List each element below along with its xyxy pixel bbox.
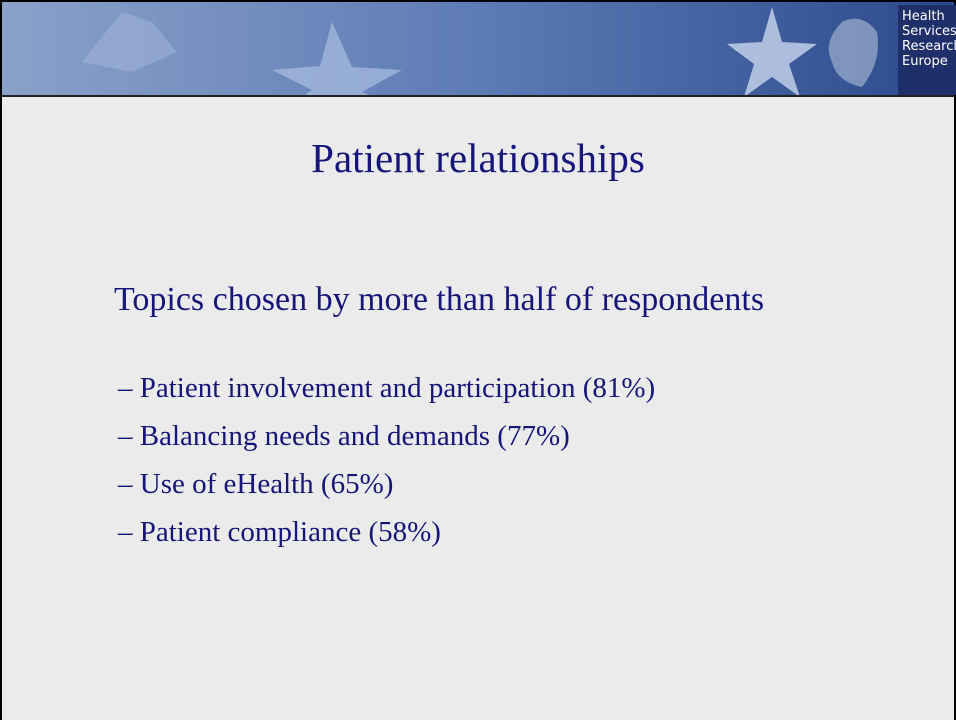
bullet-list: – Patient involvement and participation … xyxy=(118,364,655,556)
logo-line: Europe xyxy=(902,54,956,69)
bullet-item: – Balancing needs and demands (77%) xyxy=(118,412,655,460)
intro-text: Topics chosen by more than half of respo… xyxy=(114,276,774,324)
bullet-item: – Use of eHealth (65%) xyxy=(118,460,655,508)
bullet-item: – Patient compliance (58%) xyxy=(118,508,655,556)
banner xyxy=(2,2,954,97)
bullet-item: – Patient involvement and participation … xyxy=(118,364,655,412)
logo: Health Services Research Europe xyxy=(898,5,956,95)
logo-line: Services xyxy=(902,24,956,39)
slide-title: Patient relationships xyxy=(2,134,954,182)
logo-line: Health xyxy=(902,9,956,24)
slide: Health Services Research Europe Patient … xyxy=(0,0,956,720)
logo-line: Research xyxy=(902,39,956,54)
